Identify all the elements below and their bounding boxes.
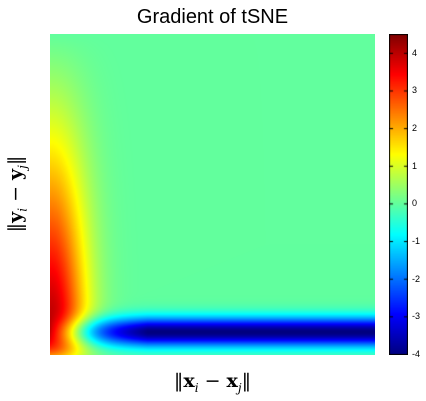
y-axis-label: ‖yi − yj‖ bbox=[4, 155, 30, 233]
colorbar-tick-label: -2 bbox=[412, 273, 421, 284]
colorbar-tick-label: -4 bbox=[412, 349, 421, 359]
colorbar-tick-label: 3 bbox=[412, 85, 418, 96]
colorbar-tick-label: -3 bbox=[412, 311, 421, 322]
colorbar-tick-label: 0 bbox=[412, 198, 418, 209]
colorbar-tick-label: 1 bbox=[412, 160, 418, 171]
chart-title: Gradient of tSNE bbox=[136, 6, 289, 28]
heatmap-plot bbox=[50, 34, 375, 355]
colorbar bbox=[389, 34, 408, 355]
colorbar-tick-label: -1 bbox=[412, 236, 421, 247]
colorbar-tick-label: 2 bbox=[412, 123, 418, 134]
x-axis-label: ‖xi − xj‖ bbox=[173, 370, 252, 395]
colorbar-tick-label: 4 bbox=[412, 47, 418, 58]
